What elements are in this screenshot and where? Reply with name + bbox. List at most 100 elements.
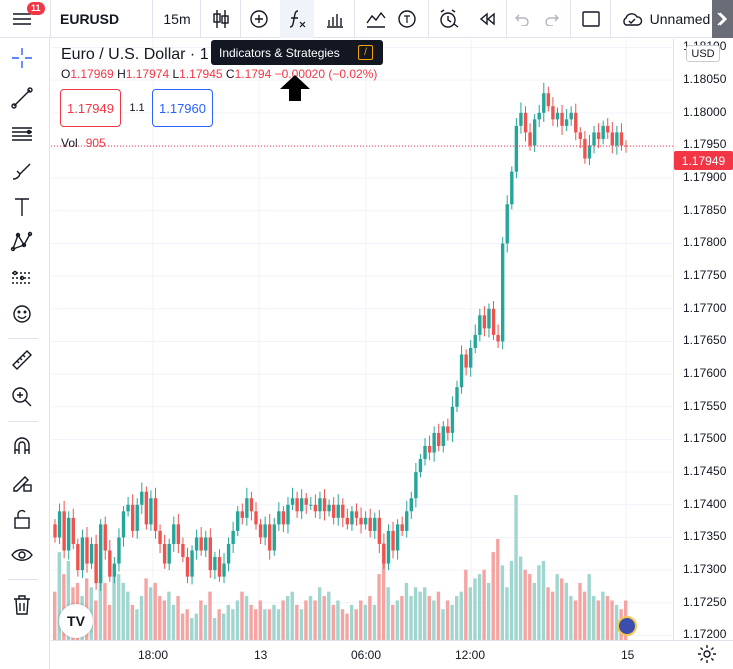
volume-bar xyxy=(486,582,491,640)
measure-tool[interactable] xyxy=(5,343,39,377)
volume-bar xyxy=(217,609,221,640)
candle-body xyxy=(414,472,418,499)
chart-pane[interactable] xyxy=(51,39,673,640)
candle-body xyxy=(619,132,624,146)
volume-legend[interactable]: Vol 905 xyxy=(61,136,106,150)
volume-bar xyxy=(368,596,372,640)
crosshair-icon xyxy=(12,48,32,68)
brush-tool[interactable] xyxy=(5,154,39,188)
volume-bar xyxy=(418,591,422,640)
bar-chart-icon xyxy=(327,14,343,28)
volume-bar xyxy=(153,582,157,640)
buy-button[interactable]: 1.17960 xyxy=(152,89,213,127)
candle-body xyxy=(354,511,359,518)
icons-tool[interactable] xyxy=(5,297,39,331)
candle-body xyxy=(217,557,222,577)
prediction-tool[interactable] xyxy=(5,261,39,295)
candle-body xyxy=(578,132,583,139)
indicators-button[interactable] xyxy=(280,0,314,38)
volume-bar xyxy=(482,569,486,640)
volume-bar xyxy=(601,591,605,640)
layout-button[interactable]: Unnamed xyxy=(617,0,713,38)
volume-bar xyxy=(509,560,514,640)
remove-drawings-tool[interactable] xyxy=(5,588,39,622)
candle-body xyxy=(350,511,354,525)
crosshair-tool[interactable] xyxy=(5,41,39,75)
candle-body xyxy=(587,145,592,159)
chart-settings-button[interactable] xyxy=(697,644,717,664)
tooltip-text: Indicators & Strategies xyxy=(219,45,340,60)
candle-body xyxy=(331,504,336,518)
templates-button[interactable] xyxy=(359,0,393,38)
current-price-label: 1.17949 xyxy=(674,151,733,170)
volume-bar xyxy=(518,556,523,640)
financials-button[interactable] xyxy=(318,0,352,38)
candle-body xyxy=(254,511,258,525)
fib-tool[interactable] xyxy=(5,117,39,151)
text-tool-button[interactable] xyxy=(396,0,418,38)
candle-body xyxy=(327,504,331,512)
candle-body xyxy=(162,543,167,564)
volume-bar xyxy=(523,569,527,640)
pattern-tool[interactable] xyxy=(5,225,39,259)
candle-body xyxy=(505,204,509,244)
candle-body xyxy=(514,125,519,172)
candle-body xyxy=(437,432,441,446)
alert-button[interactable] xyxy=(432,0,466,38)
close-value: 1.1794 xyxy=(234,67,272,81)
fx-icon xyxy=(289,10,306,28)
notification-badge[interactable]: 11 xyxy=(27,2,45,15)
change-value: −0.00020 (−0.02%) xyxy=(274,67,378,81)
price-tick-label: 1.17750 xyxy=(683,268,727,283)
zoom-in-tool[interactable] xyxy=(5,380,39,414)
cloud-icon xyxy=(622,13,642,26)
text-tool[interactable] xyxy=(5,190,39,224)
redo-button[interactable] xyxy=(540,0,564,38)
candle-body xyxy=(446,426,450,433)
magnet-tool[interactable] xyxy=(5,429,39,463)
hide-drawings-tool[interactable] xyxy=(5,538,39,572)
lock-drawings-tool[interactable] xyxy=(5,502,39,536)
candle-body xyxy=(441,426,445,446)
candle-body xyxy=(455,387,459,407)
candle-body xyxy=(478,315,482,335)
candle-body xyxy=(377,517,382,544)
volume-bar xyxy=(135,609,139,640)
price-tick-label: 1.17550 xyxy=(683,398,727,413)
fullscreen-button[interactable] xyxy=(574,0,608,38)
tradingview-logo[interactable]: TV xyxy=(59,604,93,638)
price-axis[interactable]: 1.181001.180501.180001.179501.179001.178… xyxy=(673,39,733,641)
chart-type-button[interactable] xyxy=(204,0,238,38)
symbol-search-button[interactable]: EURUSD xyxy=(60,11,120,27)
candle-body xyxy=(240,511,244,518)
candle-body xyxy=(313,504,318,512)
time-axis[interactable]: 18:00 13 06:00 12:00 15 xyxy=(51,640,733,669)
interval-button[interactable]: 15m xyxy=(163,11,191,27)
replay-button[interactable] xyxy=(470,0,504,38)
stay-in-drawing-mode-tool[interactable] xyxy=(5,465,39,499)
candle-body xyxy=(606,125,610,133)
candle-body xyxy=(610,132,614,146)
volume-bar xyxy=(491,552,495,640)
price-tick-label: 1.17450 xyxy=(683,464,727,479)
price-tick-label: 1.17600 xyxy=(683,366,727,381)
volume-bar xyxy=(208,591,212,640)
text-icon xyxy=(15,198,29,216)
compare-button[interactable] xyxy=(242,0,276,38)
volume-bar xyxy=(528,574,532,640)
sell-button[interactable]: 1.17949 xyxy=(60,89,121,127)
volume-bar xyxy=(505,587,509,640)
candlestick-chart[interactable] xyxy=(51,39,673,640)
globe-icon[interactable] xyxy=(617,616,637,636)
volume-bar xyxy=(400,596,404,640)
symbol-title[interactable]: Euro / U.S. Dollar · 1 xyxy=(61,46,209,63)
volume-bar xyxy=(171,604,176,640)
collapse-toolbar-button[interactable] xyxy=(712,0,733,38)
currency-button[interactable]: USD xyxy=(686,45,720,62)
candle-body xyxy=(322,498,327,512)
volume-bar xyxy=(564,582,569,640)
volume-bar xyxy=(66,560,71,640)
menu-button[interactable] xyxy=(6,0,38,38)
trend-line-tool[interactable] xyxy=(5,81,39,115)
undo-button[interactable] xyxy=(510,0,534,38)
